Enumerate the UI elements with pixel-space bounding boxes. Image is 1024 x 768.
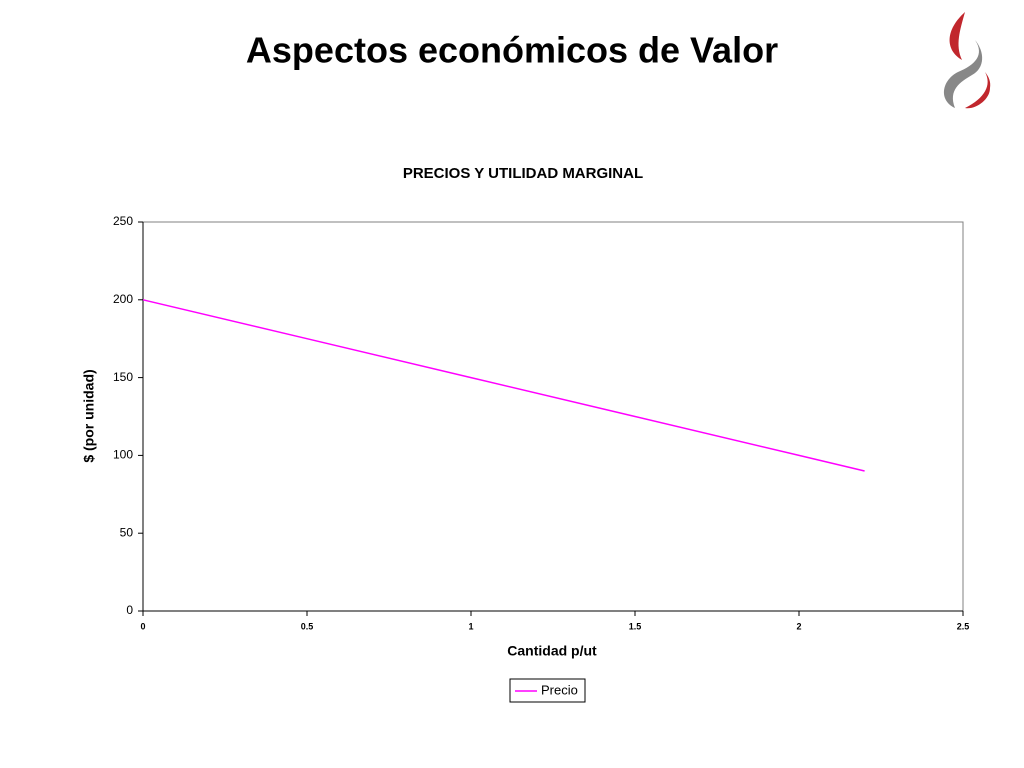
logo-flame <box>965 72 991 109</box>
x-tick-label: 2 <box>796 621 801 631</box>
logo-flame <box>943 40 983 108</box>
y-tick-label: 200 <box>113 292 133 306</box>
x-tick-label: 1 <box>468 621 473 631</box>
y-tick-label: 0 <box>126 603 133 617</box>
y-tick-label: 100 <box>113 448 133 462</box>
logo <box>943 12 991 109</box>
logo-flame <box>949 12 965 60</box>
legend-label: Precio <box>541 682 578 697</box>
x-tick-label: 2.5 <box>957 621 970 631</box>
y-tick-label: 250 <box>113 214 133 228</box>
x-tick-label: 0.5 <box>301 621 314 631</box>
x-tick-label: 1.5 <box>629 621 642 631</box>
chart-title: PRECIOS Y UTILIDAD MARGINAL <box>403 165 643 182</box>
x-axis-label: Cantidad p/ut <box>507 643 597 659</box>
slide-title: Aspectos económicos de Valor <box>246 30 778 71</box>
legend-box <box>509 678 586 703</box>
legend: Precio <box>509 678 586 703</box>
y-tick-label: 150 <box>113 370 133 384</box>
y-tick-label: 50 <box>120 525 134 539</box>
y-axis-label: $ (por unidad) <box>81 369 97 462</box>
data-line <box>142 299 865 472</box>
x-tick-label: 0 <box>140 621 145 631</box>
